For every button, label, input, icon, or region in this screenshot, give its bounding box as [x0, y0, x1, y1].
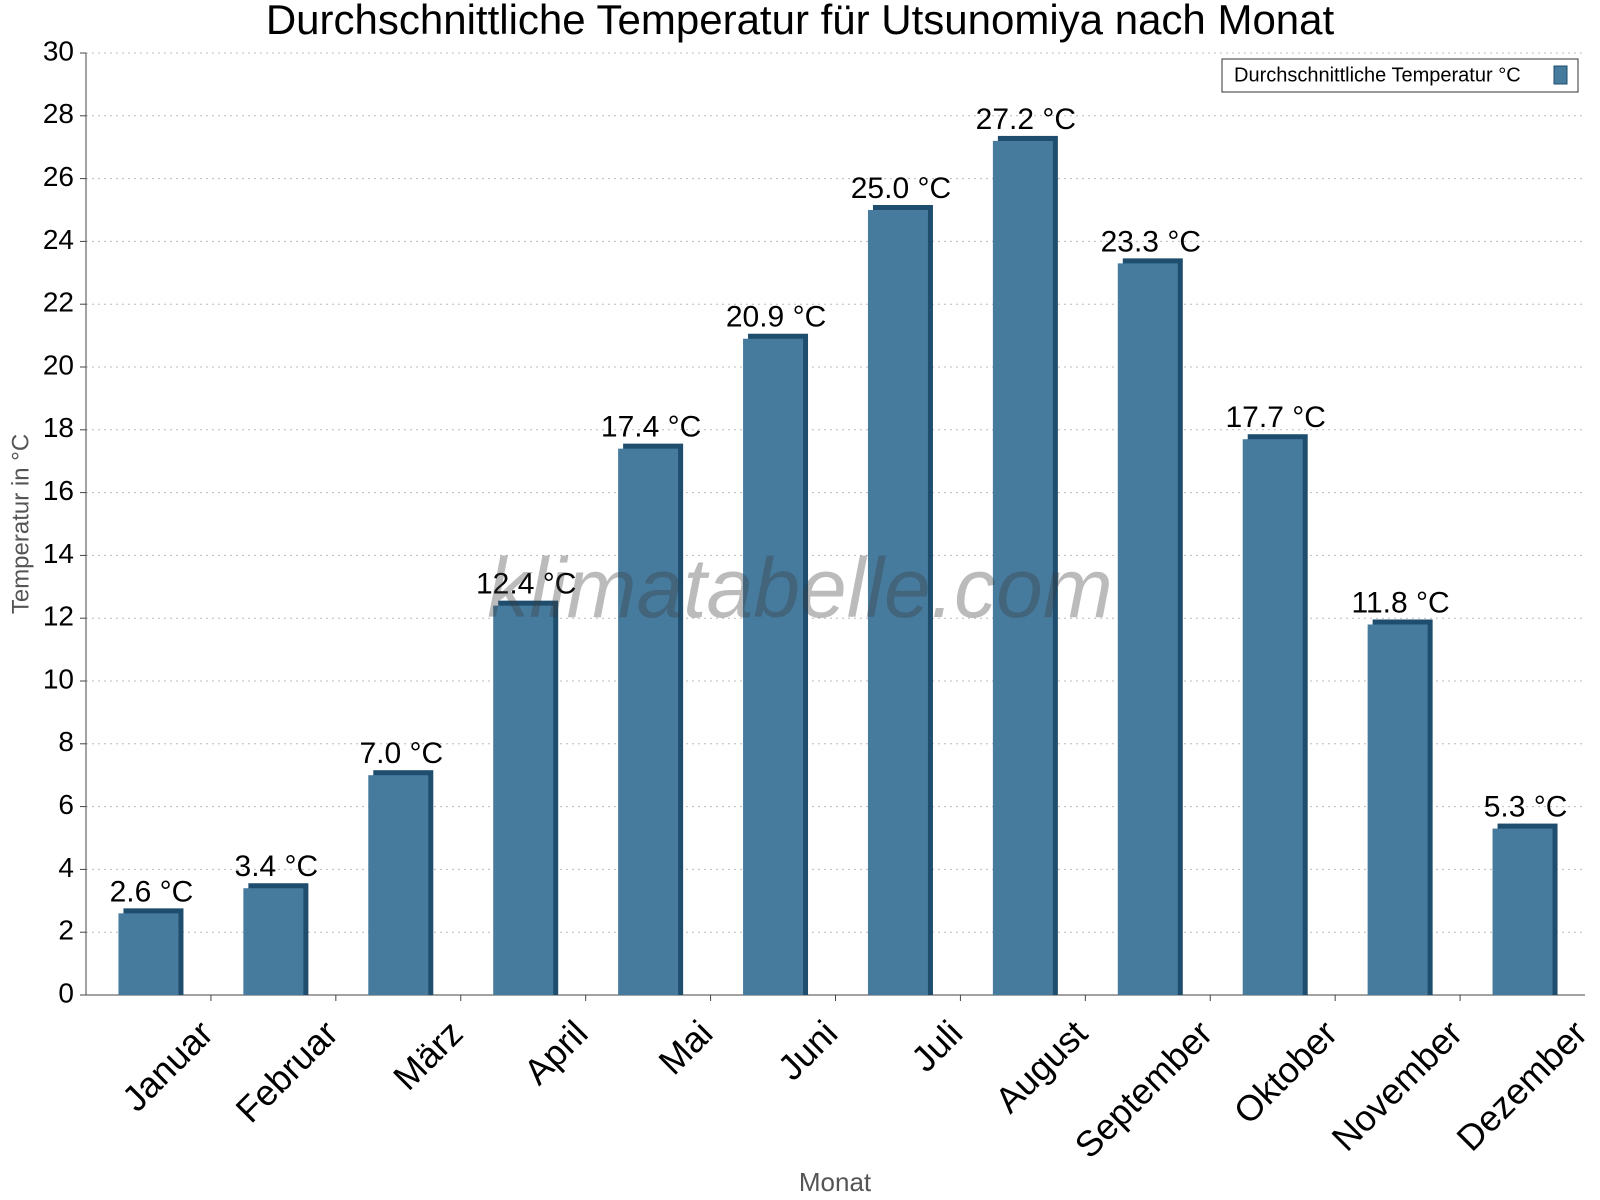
- watermark: klimatabelle.com: [487, 541, 1113, 635]
- x-tick-label: Juli: [903, 1012, 970, 1079]
- value-label: 25.0 °C: [851, 172, 951, 205]
- chart-title: Durchschnittliche Temperatur für Utsunom…: [266, 0, 1335, 43]
- bar: [1367, 624, 1428, 995]
- bar: [1492, 828, 1553, 995]
- y-tick-label: 26: [43, 161, 74, 192]
- y-tick-label: 8: [58, 726, 74, 757]
- y-tick-label: 14: [43, 538, 74, 569]
- x-tick-label: August: [987, 1012, 1095, 1120]
- y-tick-label: 24: [43, 224, 74, 255]
- y-tick-label: 22: [43, 287, 74, 318]
- bar: [1242, 439, 1303, 996]
- y-tick-label: 10: [43, 663, 74, 694]
- value-label: 5.3 °C: [1484, 791, 1568, 824]
- value-label: 12.4 °C: [476, 568, 576, 601]
- value-label: 17.7 °C: [1226, 401, 1326, 434]
- bar: [867, 210, 928, 995]
- bar: [618, 448, 679, 995]
- value-label: 17.4 °C: [601, 411, 701, 444]
- y-tick-label: 18: [43, 412, 74, 443]
- bar: [743, 338, 804, 995]
- value-label: 23.3 °C: [1101, 225, 1201, 258]
- y-tick-label: 12: [43, 601, 74, 632]
- y-tick-label: 28: [43, 98, 74, 129]
- x-tick-label: September: [1067, 1012, 1221, 1166]
- value-label: 11.8 °C: [1352, 586, 1450, 619]
- y-tick-label: 30: [43, 35, 74, 66]
- bar: [243, 888, 304, 995]
- x-axis-title: Monat: [799, 1167, 872, 1197]
- bar: [118, 913, 179, 995]
- y-tick-label: 16: [43, 475, 74, 506]
- value-label: 3.4 °C: [235, 850, 319, 883]
- legend-box: [1221, 58, 1579, 93]
- y-tick-label: 0: [58, 977, 74, 1008]
- bar: [493, 605, 554, 995]
- y-tick-label: 4: [58, 852, 74, 883]
- y-axis-title: Temperatur in °C: [7, 434, 34, 614]
- x-tick-label: Oktober: [1225, 1012, 1345, 1132]
- value-label: 7.0 °C: [359, 737, 443, 770]
- x-tick-label: Juni: [770, 1012, 846, 1088]
- x-tick-label: Januar: [114, 1012, 221, 1119]
- value-label: 20.9 °C: [726, 301, 826, 334]
- x-tick-label: November: [1324, 1012, 1470, 1158]
- x-tick-label: März: [385, 1012, 471, 1098]
- x-tick-label: Februar: [228, 1012, 346, 1130]
- y-tick-label: 6: [58, 789, 74, 820]
- bar: [368, 775, 429, 995]
- x-tick-label: April: [516, 1012, 596, 1092]
- legend-label: Durchschnittliche Temperatur °C: [1234, 64, 1521, 86]
- x-tick-label: Dezember: [1448, 1012, 1594, 1158]
- value-label: 27.2 °C: [976, 103, 1076, 136]
- value-label: 2.6 °C: [110, 875, 194, 908]
- y-tick-label: 2: [58, 915, 74, 946]
- bar: [992, 140, 1053, 996]
- x-tick-label: Mai: [650, 1012, 720, 1082]
- legend-swatch: [1553, 65, 1568, 85]
- y-tick-label: 20: [43, 349, 74, 380]
- bar: [1117, 263, 1178, 995]
